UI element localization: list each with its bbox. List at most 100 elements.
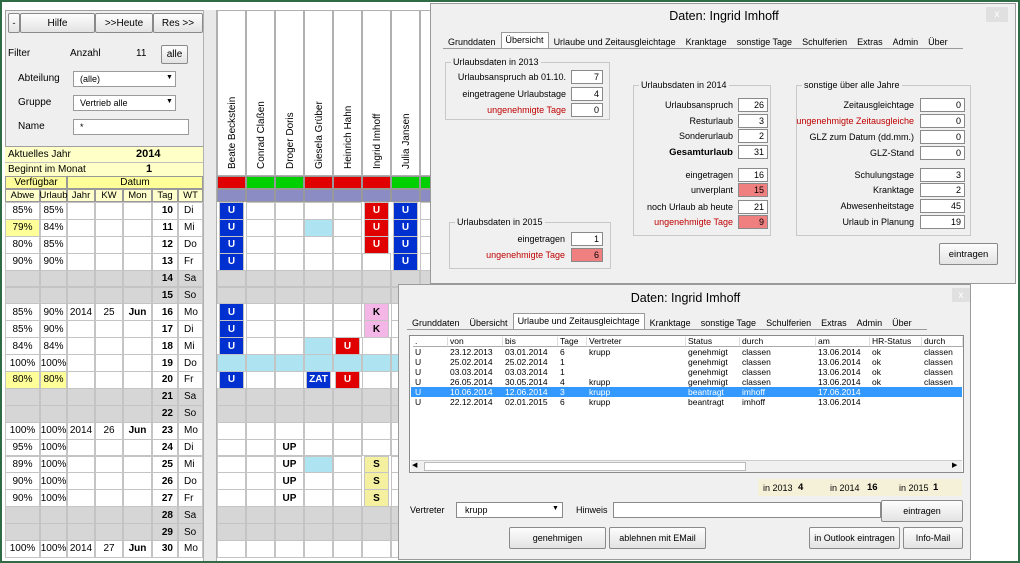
scroll-left[interactable]: ◀: [412, 462, 418, 469]
table-cell[interactable]: ok: [872, 357, 881, 367]
table-cell[interactable]: classen: [742, 347, 771, 357]
tab[interactable]: Grunddaten: [448, 37, 496, 47]
table-cell[interactable]: 1: [560, 367, 565, 377]
tab[interactable]: sonstige Tage: [700, 318, 757, 328]
table-cell[interactable]: 03.01.2014: [505, 347, 548, 357]
toolbar-button[interactable]: >>Heute: [95, 13, 153, 33]
close-button[interactable]: x: [986, 7, 1008, 22]
tab[interactable]: Übersicht: [500, 32, 549, 48]
table-cell[interactable]: classen: [924, 347, 953, 357]
table-cell[interactable]: 12.06.2014: [505, 387, 548, 397]
scroll-thumb[interactable]: [424, 462, 746, 471]
all-button[interactable]: alle: [161, 45, 188, 64]
table-header: bis: [503, 337, 558, 347]
action-button[interactable]: Info-Mail: [903, 527, 963, 549]
table-cell[interactable]: ok: [872, 367, 881, 377]
table-cell[interactable]: 6: [560, 397, 565, 407]
tab[interactable]: Übersicht: [469, 318, 508, 328]
table-cell[interactable]: classen: [924, 357, 953, 367]
table-cell[interactable]: 17.06.2014: [818, 387, 861, 397]
table-cell[interactable]: classen: [924, 377, 953, 387]
tab[interactable]: Admin: [856, 318, 883, 328]
table-cell[interactable]: U: [415, 397, 422, 407]
table-cell[interactable]: genehmigt: [688, 377, 728, 387]
table-cell[interactable]: 23.12.2013: [450, 347, 493, 357]
table-cell[interactable]: krupp: [589, 377, 611, 387]
table-cell[interactable]: U: [415, 387, 422, 397]
table-cell[interactable]: 25.02.2014: [450, 357, 493, 367]
toolbar-button[interactable]: Res >>: [153, 13, 203, 33]
tab[interactable]: Über: [892, 318, 912, 328]
scroll-right[interactable]: ▶: [952, 462, 958, 469]
sheet-cell: 25: [95, 303, 123, 322]
table-cell[interactable]: genehmigt: [688, 347, 728, 357]
table-cell[interactable]: 26.05.2014: [450, 377, 493, 387]
table-cell[interactable]: beantragt: [688, 387, 724, 397]
tab[interactable]: Schulferien: [802, 37, 848, 47]
table-cell[interactable]: 13.06.2014: [818, 397, 861, 407]
table-cell[interactable]: 22.12.2014: [450, 397, 493, 407]
dropdown[interactable]: (alle): [73, 71, 176, 87]
action-button[interactable]: ablehnen mit EMail: [609, 527, 706, 549]
table-cell[interactable]: classen: [742, 367, 771, 377]
plan-cell: [217, 387, 246, 406]
table-cell[interactable]: 10.06.2014: [450, 387, 493, 397]
table-cell[interactable]: 13.06.2014: [818, 347, 861, 357]
table-cell[interactable]: 3: [560, 387, 565, 397]
table-cell[interactable]: U: [415, 347, 422, 357]
table-cell[interactable]: classen: [742, 357, 771, 367]
table-row[interactable]: [411, 387, 962, 397]
table-cell[interactable]: U: [415, 367, 422, 377]
tab[interactable]: Extras: [857, 37, 883, 47]
table-cell[interactable]: ok: [872, 377, 881, 387]
action-button[interactable]: in Outlook eintragen: [809, 527, 900, 549]
enter-button[interactable]: eintragen: [939, 243, 998, 265]
table-cell[interactable]: krupp: [589, 387, 611, 397]
table-cell[interactable]: genehmigt: [688, 367, 728, 377]
substitute-dropdown[interactable]: krupp: [456, 502, 563, 518]
tab[interactable]: Kranktage: [649, 318, 691, 328]
table-cell[interactable]: genehmigt: [688, 357, 728, 367]
table-cell[interactable]: imhoff: [742, 397, 765, 407]
table-cell[interactable]: 03.03.2014: [505, 367, 548, 377]
tab[interactable]: Urlaube und Zeitausgleichtage: [553, 37, 676, 47]
tab[interactable]: Urlaube und Zeitausgleichtage: [512, 313, 645, 329]
table-cell[interactable]: 25.02.2014: [505, 357, 548, 367]
table-cell[interactable]: 02.01.2015: [505, 397, 548, 407]
toolbar-button[interactable]: Hilfe: [20, 13, 95, 33]
tab[interactable]: Extras: [821, 318, 847, 328]
table-cell[interactable]: imhoff: [742, 387, 765, 397]
table-cell[interactable]: classen: [924, 367, 953, 377]
tab[interactable]: Admin: [892, 37, 919, 47]
table-cell[interactable]: 4: [560, 377, 565, 387]
tab[interactable]: Grunddaten: [412, 318, 460, 328]
table-cell[interactable]: krupp: [589, 397, 611, 407]
plan-cell: [275, 202, 304, 220]
table-cell[interactable]: 1: [560, 357, 565, 367]
table-cell[interactable]: classen: [742, 377, 771, 387]
table-cell[interactable]: 03.03.2014: [450, 367, 493, 377]
minimize-button[interactable]: -: [8, 13, 20, 33]
table-cell[interactable]: 13.06.2014: [818, 357, 861, 367]
name-input[interactable]: *: [73, 119, 189, 135]
table-cell[interactable]: U: [415, 377, 422, 387]
table-cell[interactable]: 30.05.2014: [505, 377, 548, 387]
table-cell[interactable]: ok: [872, 347, 881, 357]
table-cell[interactable]: 13.06.2014: [818, 367, 861, 377]
action-button[interactable]: genehmigen: [509, 527, 606, 549]
table-cell[interactable]: beantragt: [688, 397, 724, 407]
table-cell[interactable]: 13.06.2014: [818, 377, 861, 387]
tab[interactable]: Über: [928, 37, 948, 47]
tab[interactable]: sonstige Tage: [736, 37, 793, 47]
table-cell[interactable]: U: [415, 357, 422, 367]
plan-cell: [362, 371, 391, 389]
table-cell[interactable]: 6: [560, 347, 565, 357]
action-button[interactable]: eintragen: [881, 500, 963, 522]
dropdown[interactable]: Vertrieb alle: [73, 95, 176, 111]
close-button[interactable]: x: [952, 288, 970, 302]
tab[interactable]: Kranktage: [685, 37, 727, 47]
table-cell[interactable]: krupp: [589, 347, 611, 357]
tab[interactable]: Schulferien: [766, 318, 812, 328]
note-input[interactable]: [613, 502, 881, 518]
sheet-cell: [95, 354, 123, 372]
